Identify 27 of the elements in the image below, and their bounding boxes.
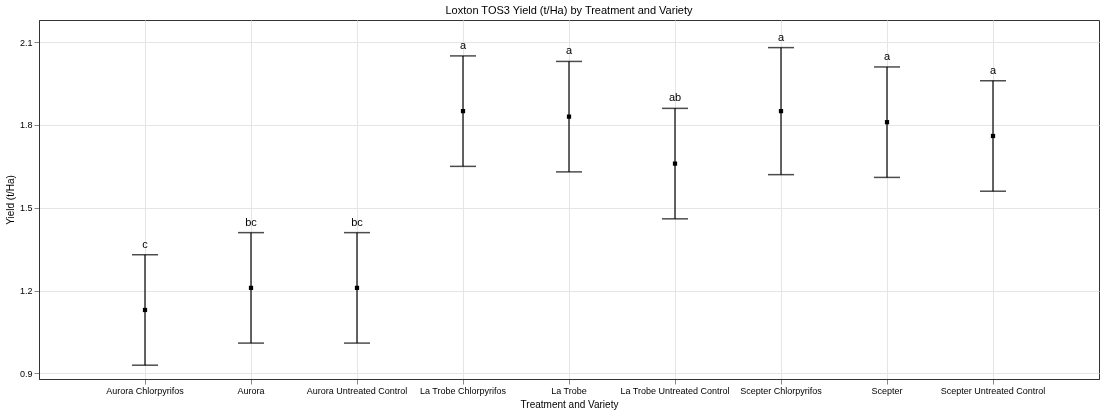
point (672, 161, 678, 166)
chart-title: Loxton TOS3 Yield (t/Ha) by Treatment and Variety (445, 4, 693, 16)
y-tick-label: 0.9 (19, 368, 33, 379)
x-tick-label: Scepter Untreated Control (940, 385, 1046, 396)
y-tick-label: 1.2 (19, 286, 33, 297)
x-tick-label: La Trobe (551, 385, 587, 396)
annotation: bc (351, 215, 364, 228)
annotation: a (565, 44, 573, 57)
x-tick-label: La Trobe Chlorpyrifos (419, 385, 507, 396)
annotation: bc (245, 215, 258, 228)
x-axis-title: Treatment and Variety (520, 398, 619, 410)
x-tick-label: Aurora Untreated Control (306, 385, 408, 396)
x-tick-label: La Trobe Untreated Control (620, 385, 730, 396)
annotation: a (459, 38, 467, 51)
y-tick-label: 1.8 (19, 120, 33, 131)
annotation: ab (668, 91, 682, 104)
annotation: a (989, 63, 997, 76)
x-tick-label: Aurora Chlorpyrifos (106, 385, 185, 396)
annotation: a (883, 49, 891, 62)
annotation: c (142, 237, 149, 250)
annotation: a (777, 30, 785, 43)
x-tick-label: Scepter Chlorpyrifos (740, 385, 823, 396)
x-tick-label: Aurora (237, 385, 265, 396)
y-tick-label: 2.1 (19, 37, 33, 48)
y-tick-label: 1.5 (19, 203, 33, 214)
x-tick-label: Scepter (871, 385, 903, 396)
y-axis-title: Yield (t/Ha) (4, 175, 16, 225)
